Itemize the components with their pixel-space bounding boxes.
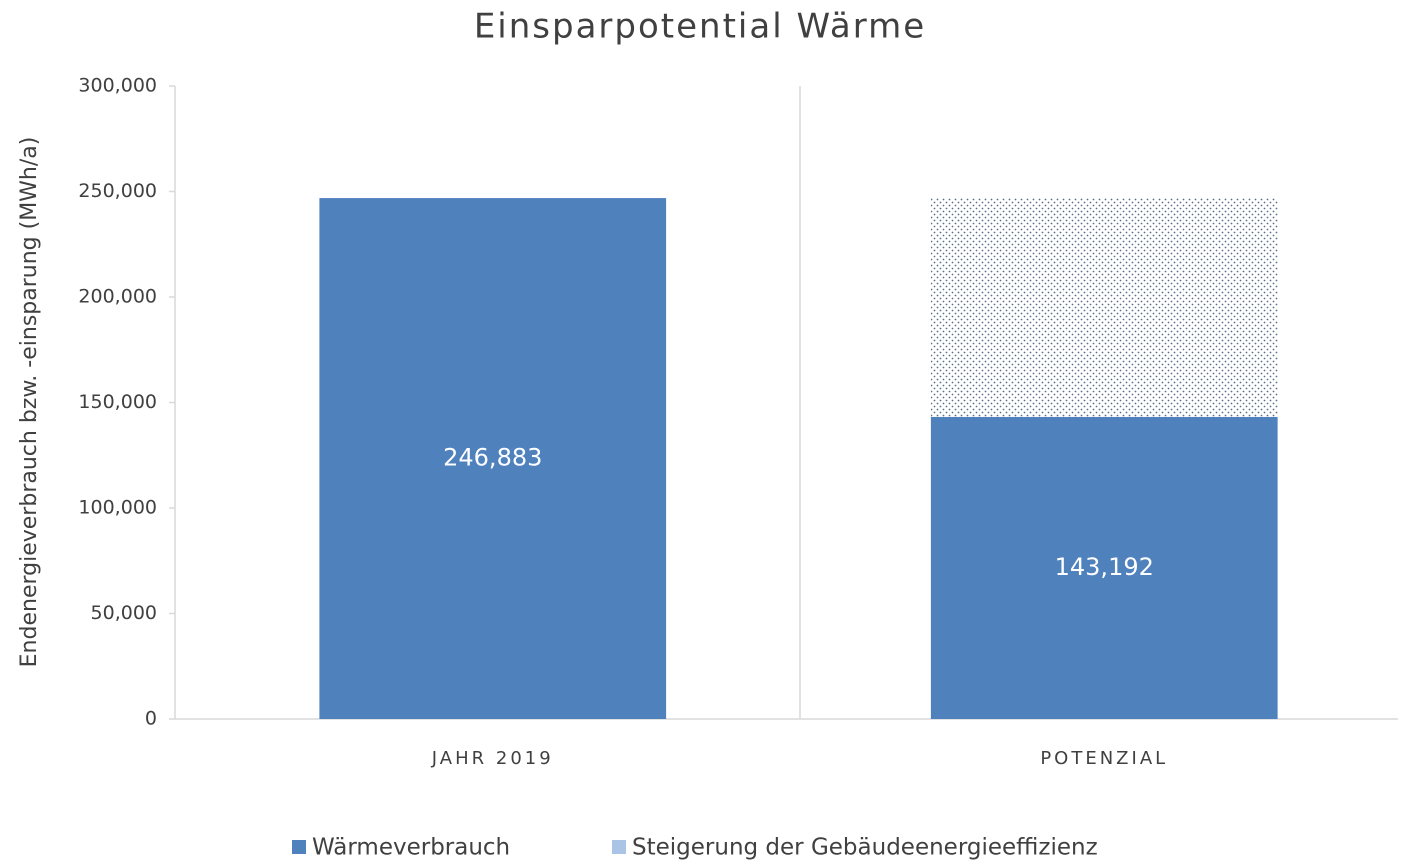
x-tick-label: POTENZIAL (1040, 748, 1168, 769)
legend-label: Steigerung der Gebäudeenergieeffizienz (632, 835, 1098, 861)
chart-title: Einsparpotential Wärme (474, 7, 926, 47)
data-label: 246,883 (443, 444, 542, 472)
y-tick-label: 0 (145, 708, 157, 730)
bar-segment (319, 198, 667, 719)
y-tick-label: 300,000 (78, 75, 157, 97)
y-axis-label: Endenergieverbrauch bzw. -einsparung (MW… (17, 137, 42, 668)
y-tick-label: 250,000 (78, 180, 157, 202)
legend-label: Wärmeverbrauch (312, 835, 510, 861)
y-tick-label: 100,000 (78, 497, 157, 519)
bar-segment (930, 198, 1278, 417)
x-tick-label: JAHR 2019 (431, 748, 554, 769)
y-tick-label: 50,000 (91, 602, 157, 624)
y-tick-label: 200,000 (78, 286, 157, 308)
legend-swatch (612, 840, 626, 854)
legend-swatch (292, 840, 306, 854)
y-tick-label: 150,000 (78, 391, 157, 413)
bar-segment (930, 416, 1278, 719)
data-label: 143,192 (1055, 553, 1154, 581)
